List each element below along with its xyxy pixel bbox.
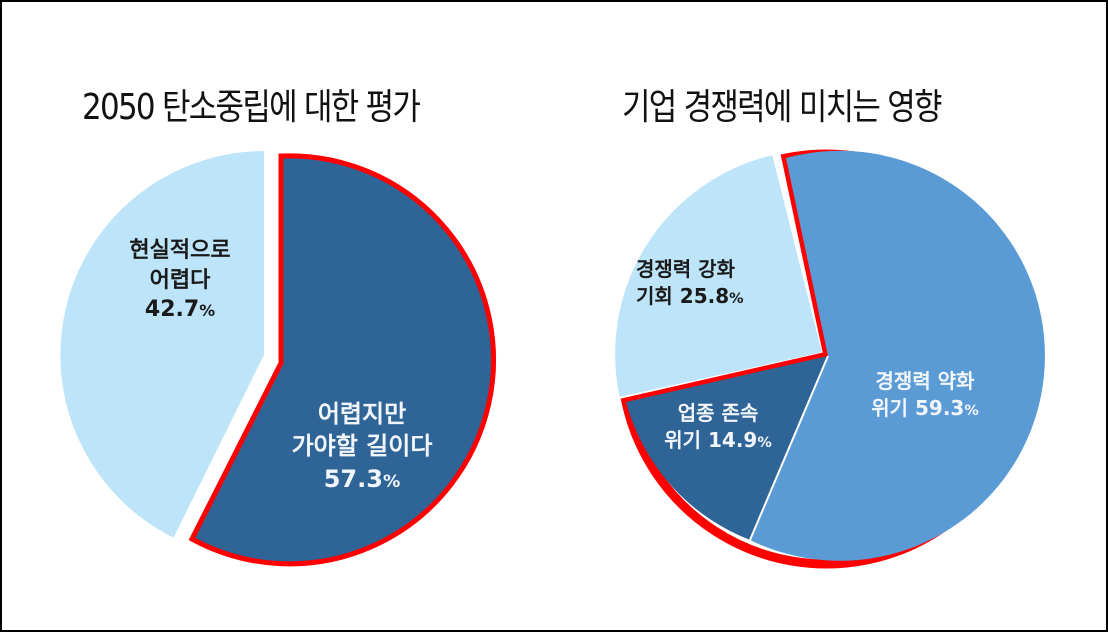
label-competitiveness-weakening: 경쟁력 약화 위기 59.3% <box>850 368 1000 422</box>
label-unit: % <box>964 403 979 419</box>
slice-industry-survival-crisis <box>626 356 828 540</box>
label-line2: 가야할 길이다 <box>291 432 433 461</box>
right-pie <box>613 149 1045 569</box>
label-value: 14.9 <box>708 428 758 452</box>
slice-realistically-difficult <box>58 148 266 541</box>
left-chart-title: 2050 탄소중립에 대한 평가 <box>82 87 421 128</box>
slice-difficult-but-necessary <box>188 153 497 567</box>
label-realistically-difficult: 현실적으로 어렵다 42.7% <box>100 236 260 325</box>
right-chart-title: 기업 경쟁력에 미치는 영향 <box>622 87 942 128</box>
label-unit: % <box>199 301 216 321</box>
label-unit: % <box>729 291 744 307</box>
label-line1: 경쟁력 강화 <box>636 257 735 281</box>
label-value: 42.7 <box>144 297 200 323</box>
label-line1: 어렵지만 <box>317 400 407 428</box>
label-value: 59.3 <box>915 396 965 420</box>
label-industry-survival-crisis: 업종 존속 위기 14.9% <box>648 400 788 454</box>
label-line1: 현실적으로 <box>129 238 231 263</box>
slice-separator <box>749 355 829 541</box>
label-value-row: 42.7% <box>100 295 260 325</box>
label-line2: 위기 14.9% <box>664 428 772 452</box>
label-line1: 경쟁력 약화 <box>875 369 975 393</box>
label-line1: 업종 존속 <box>677 401 759 425</box>
label-line2: 기회 25.8% <box>636 284 744 308</box>
label-difficult-but-necessary: 어렵지만 가야할 길이다 57.3% <box>262 398 462 495</box>
label-line2: 어렵다 <box>149 267 211 293</box>
label-competitiveness-opportunity: 경쟁력 강화 기회 25.8% <box>636 256 806 310</box>
label-line2: 위기 59.3% <box>871 396 979 420</box>
left-pie <box>58 148 497 567</box>
slice-competitiveness-opportunity <box>613 152 825 400</box>
label-unit: % <box>757 435 772 451</box>
label-unit: % <box>382 471 401 492</box>
label-value: 57.3 <box>323 464 383 493</box>
label-value: 25.8 <box>679 284 730 308</box>
label-value-row: 57.3% <box>262 463 462 495</box>
slice-competitiveness-weakening <box>750 150 1045 561</box>
